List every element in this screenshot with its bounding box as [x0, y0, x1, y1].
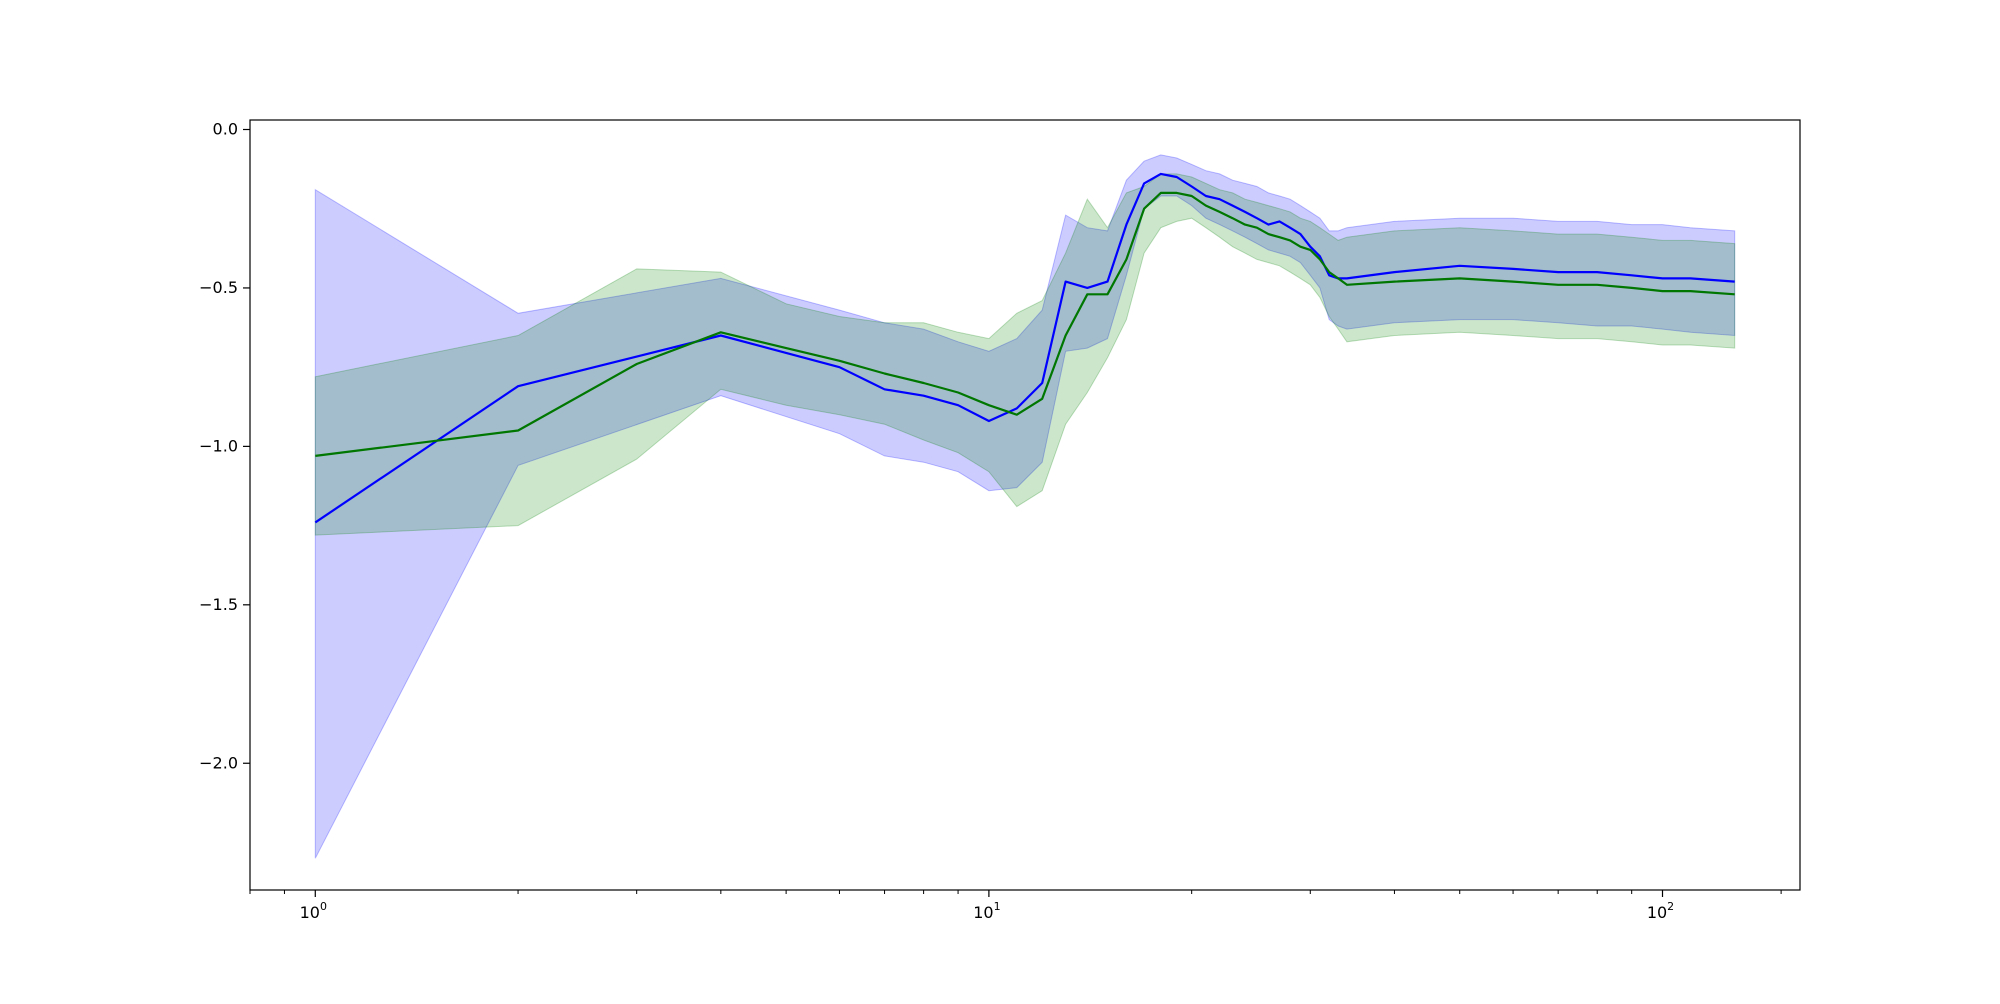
x-tick-label-base: 10 [300, 903, 320, 922]
x-tick-label-base: 10 [973, 903, 993, 922]
series-1-line [315, 191, 1735, 457]
confidence-bands [314, 154, 1736, 859]
plot-frame [249, 119, 1801, 891]
x-tick-label-exponent: 0 [320, 900, 327, 913]
y-tick-label-2: −1.0 [199, 436, 238, 455]
series-0-line [314, 172, 1735, 524]
y-axis: 0.0 −0.5 −1.0 −1.5 −2.0 [199, 120, 250, 772]
x-tick-label-exponent: 1 [994, 900, 1001, 913]
x-tick-label-1: 101 [973, 900, 1000, 922]
series-0-band [314, 154, 1736, 859]
x-tick-label-2: 102 [1647, 900, 1674, 922]
y-tick-label-4: −2.0 [199, 753, 238, 772]
series-lines [314, 172, 1735, 524]
x-axis: 100 101 102 [249, 890, 1782, 922]
y-tick-label-3: −1.5 [199, 595, 238, 614]
series-1-band [314, 173, 1736, 536]
x-tick-label-exponent: 2 [1667, 900, 1674, 913]
x-tick-label-base: 10 [1647, 903, 1667, 922]
y-tick-label-0: 0.0 [213, 120, 238, 139]
y-tick-label-1: −0.5 [199, 278, 238, 297]
x-tick-label-0: 100 [300, 900, 327, 922]
